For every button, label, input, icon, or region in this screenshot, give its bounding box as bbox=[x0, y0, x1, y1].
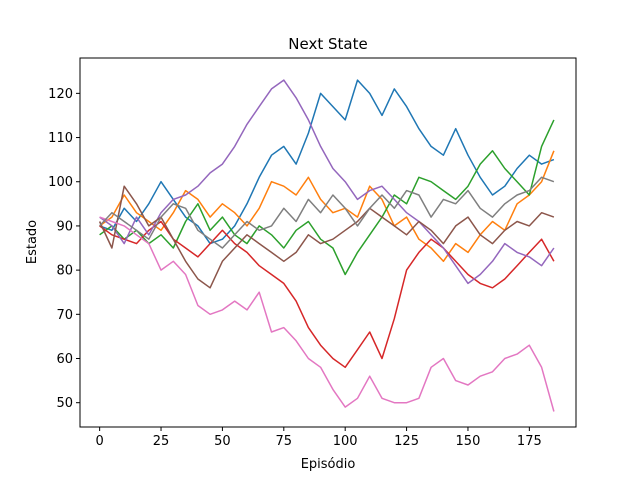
series-line-7 bbox=[99, 216, 555, 412]
x-tick-label: 175 bbox=[517, 434, 542, 449]
series-line-1 bbox=[99, 79, 555, 245]
y-tick-label: 120 bbox=[48, 87, 73, 102]
y-tick-label: 110 bbox=[48, 131, 73, 146]
series-line-6 bbox=[98, 185, 555, 289]
x-tick-label: 125 bbox=[394, 434, 419, 449]
y-tick-label: 50 bbox=[56, 396, 73, 411]
x-tick-label: 100 bbox=[333, 434, 358, 449]
series-line-2 bbox=[99, 150, 555, 263]
series-line-3 bbox=[99, 119, 555, 276]
y-axis-ticks: 50 60 70 80 90 100 110 120 bbox=[48, 87, 80, 411]
x-tick-label: 75 bbox=[276, 434, 293, 449]
y-axis-label: Estado bbox=[25, 220, 40, 264]
series-line-4 bbox=[99, 220, 555, 369]
y-tick-label: 60 bbox=[56, 352, 73, 367]
series-line-5 bbox=[99, 79, 555, 285]
y-tick-label: 70 bbox=[56, 308, 73, 323]
y-tick-label: 100 bbox=[48, 175, 73, 190]
y-tick-label: 80 bbox=[56, 264, 73, 279]
plot-frame bbox=[79, 57, 577, 428]
x-tick-label: 25 bbox=[153, 434, 170, 449]
y-tick-label: 90 bbox=[56, 219, 73, 234]
series-line-8 bbox=[99, 176, 555, 249]
chart-title: Next State bbox=[288, 35, 367, 53]
x-tick-label: 50 bbox=[214, 434, 231, 449]
x-axis-ticks: 0 25 50 75 100 125 150 175 bbox=[96, 427, 542, 449]
x-tick-label: 150 bbox=[456, 434, 481, 449]
x-tick-label: 0 bbox=[96, 434, 104, 449]
x-axis-label: Episódio bbox=[301, 457, 356, 472]
plot-lines bbox=[98, 79, 555, 412]
